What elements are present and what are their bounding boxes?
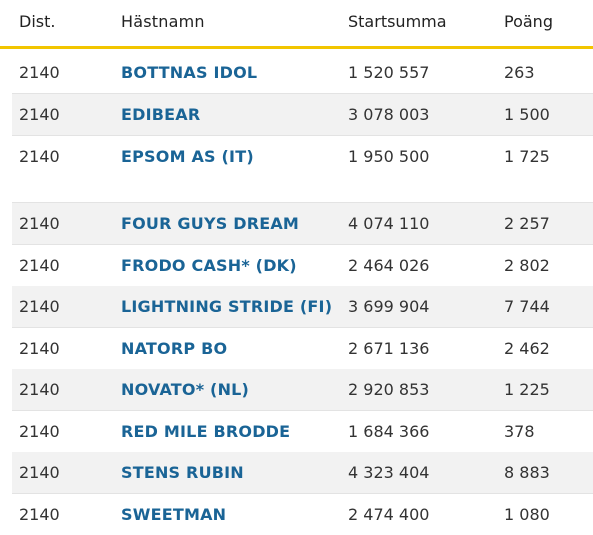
cell-dist: 2140 <box>19 105 60 124</box>
cell-points: 2 462 <box>504 339 550 358</box>
horse-name-link[interactable]: LIGHTNING STRIDE (FI) <box>121 297 333 316</box>
horse-name-link[interactable]: FRODO CASH* (DK) <box>121 256 297 275</box>
cell-sum: 2 671 136 <box>348 339 430 358</box>
cell-dist: 2140 <box>19 380 60 399</box>
table-row: 2140 NATORP BO 2 671 136 2 462 <box>12 328 593 370</box>
cell-points: 1 725 <box>504 147 550 166</box>
horse-name-link[interactable]: BOTTNAS IDOL <box>121 63 258 82</box>
header-points[interactable]: Poäng <box>504 12 553 31</box>
table-row: 2140 FOUR GUYS DREAM 4 074 110 2 257 <box>12 203 593 245</box>
header-sum[interactable]: Startsumma <box>348 12 447 31</box>
cell-sum: 1 950 500 <box>348 147 430 166</box>
horse-name-link[interactable]: EDIBEAR <box>121 105 201 124</box>
cell-points: 378 <box>504 422 535 441</box>
cell-points: 1 080 <box>504 505 550 524</box>
horse-name-link[interactable]: STENS RUBIN <box>121 463 244 482</box>
table-row: 2140 STENS RUBIN 4 323 404 8 883 <box>12 452 593 494</box>
cell-dist: 2140 <box>19 505 60 524</box>
table-row: 2140 NOVATO* (NL) 2 920 853 1 225 <box>12 369 593 411</box>
header-name[interactable]: Hästnamn <box>121 12 205 31</box>
cell-sum: 3 699 904 <box>348 297 430 316</box>
cell-sum: 1 684 366 <box>348 422 430 441</box>
cell-sum: 4 323 404 <box>348 463 430 482</box>
table-row: 2140 SWEETMAN 2 474 400 1 080 <box>12 494 593 535</box>
cell-sum: 2 474 400 <box>348 505 430 524</box>
table-row: 2140 RED MILE BRODDE 1 684 366 378 <box>12 411 593 453</box>
horse-name-link[interactable]: EPSOM AS (IT) <box>121 147 254 166</box>
table-row: 2140 FRODO CASH* (DK) 2 464 026 2 802 <box>12 245 593 287</box>
cell-sum: 2 464 026 <box>348 256 430 275</box>
horse-name-link[interactable]: NOVATO* (NL) <box>121 380 250 399</box>
cell-points: 2 257 <box>504 214 550 233</box>
cell-points: 7 744 <box>504 297 550 316</box>
table-row: 2140 LIGHTNING STRIDE (FI) 3 699 904 7 7… <box>12 286 593 328</box>
cell-points: 2 802 <box>504 256 550 275</box>
cell-dist: 2140 <box>19 422 60 441</box>
horse-table: Dist. Hästnamn Startsumma Poäng 2140 BOT… <box>0 0 593 524</box>
cell-sum: 1 520 557 <box>348 63 430 82</box>
cell-points: 263 <box>504 63 535 82</box>
table-row: 2140 EDIBEAR 3 078 003 1 500 <box>12 94 593 136</box>
table-header: Dist. Hästnamn Startsumma Poäng <box>0 0 593 49</box>
cell-points: 8 883 <box>504 463 550 482</box>
cell-dist: 2140 <box>19 63 60 82</box>
horse-name-link[interactable]: NATORP BO <box>121 339 228 358</box>
horse-name-link[interactable]: SWEETMAN <box>121 505 227 524</box>
cell-dist: 2140 <box>19 297 60 316</box>
cell-sum: 2 920 853 <box>348 380 430 399</box>
cell-points: 1 225 <box>504 380 550 399</box>
horse-name-link[interactable]: FOUR GUYS DREAM <box>121 214 300 233</box>
cell-sum: 3 078 003 <box>348 105 430 124</box>
table-row: 2140 EPSOM AS (IT) 1 950 500 1 725 <box>12 136 593 203</box>
horse-name-link[interactable]: RED MILE BRODDE <box>121 422 291 441</box>
cell-dist: 2140 <box>19 214 60 233</box>
table-row: 2140 BOTTNAS IDOL 1 520 557 263 <box>12 52 593 94</box>
cell-dist: 2140 <box>19 339 60 358</box>
cell-dist: 2140 <box>19 463 60 482</box>
cell-dist: 2140 <box>19 256 60 275</box>
cell-points: 1 500 <box>504 105 550 124</box>
header-dist[interactable]: Dist. <box>19 12 56 31</box>
cell-sum: 4 074 110 <box>348 214 430 233</box>
cell-dist: 2140 <box>19 147 60 166</box>
